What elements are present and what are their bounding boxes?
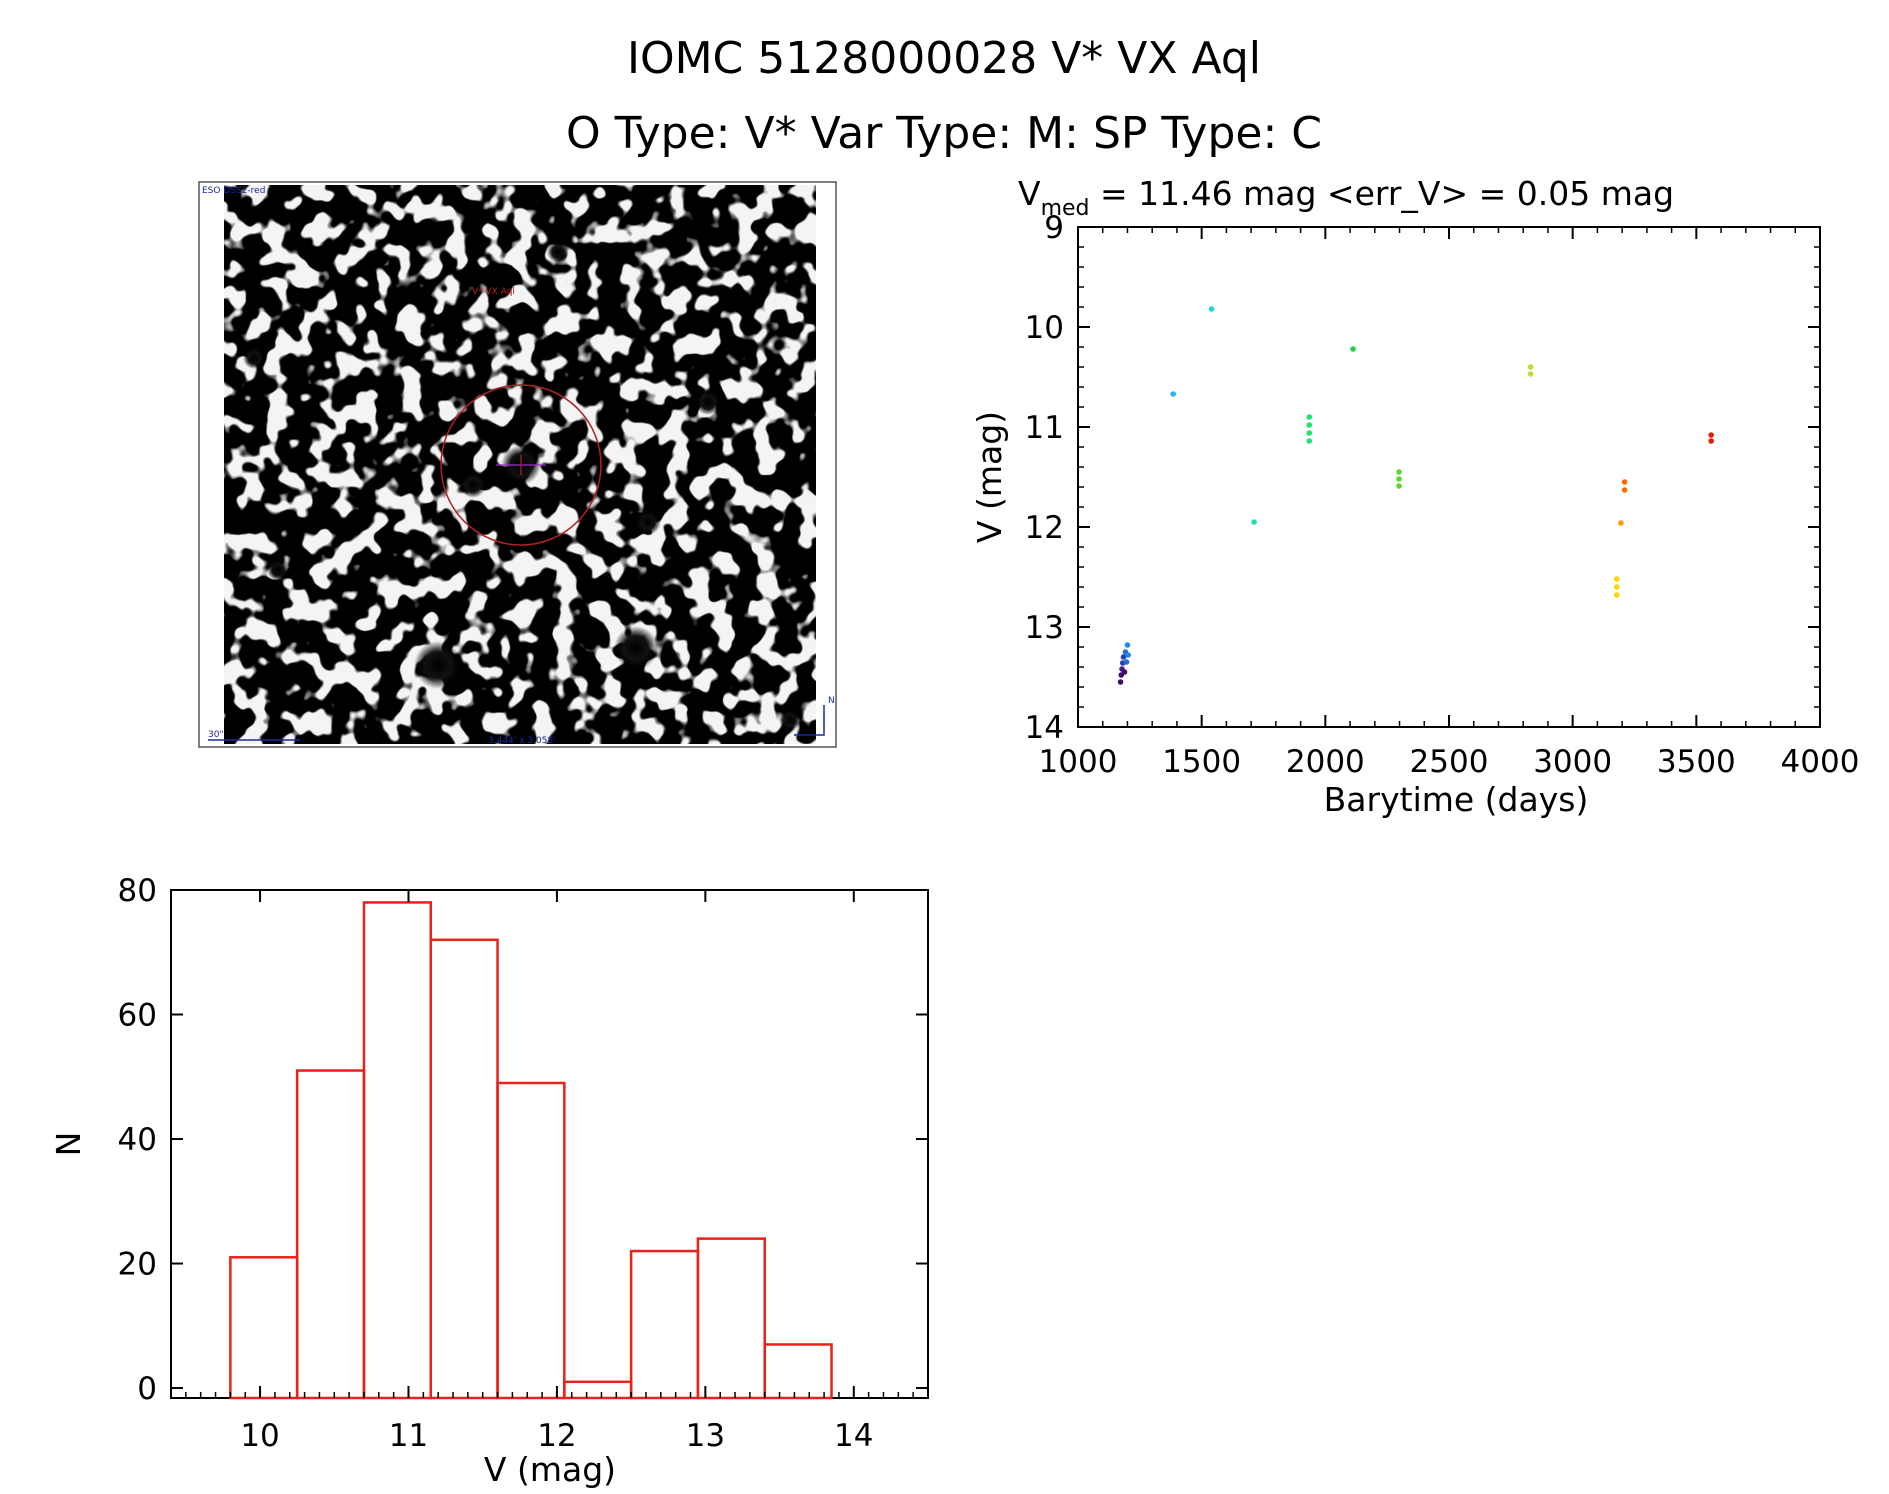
- lightcurve-title-subscript: med: [1041, 196, 1090, 221]
- histogram-bar: [629, 1249, 700, 1400]
- survey-label: ESO DSS2-red: [202, 186, 265, 196]
- fov-label: 3.444' x 3.058': [488, 736, 556, 746]
- lightcurve-point: [1306, 430, 1313, 436]
- lightcurve-title: Vmed = 11.46 mag <err_V> = 0.05 mag: [1018, 174, 1674, 221]
- lightcurve-point: [1618, 520, 1624, 526]
- bright-star: [635, 509, 661, 535]
- lightcurve-point: [1621, 479, 1628, 485]
- y-tick-label: 14: [1025, 710, 1064, 746]
- header-title-line1: IOMC 5128000028 V* VX Aql: [627, 33, 1261, 84]
- scale-label: 30": [208, 730, 224, 740]
- lightcurve-point: [1396, 469, 1402, 475]
- bright-star: [547, 241, 569, 263]
- compass-arrows: [794, 705, 825, 736]
- histogram-ticks: 10 11 12 13 14 0 20 40 60 80: [118, 873, 928, 1454]
- histogram-x-label: V (mag): [484, 1450, 616, 1489]
- bright-star: [614, 626, 658, 670]
- x-tick-label: 13: [686, 1418, 725, 1454]
- x-tick-label: 3500: [1657, 744, 1736, 780]
- x-tick-label: 2000: [1286, 744, 1365, 780]
- lightcurve-point: [1708, 432, 1714, 438]
- header-title-line2: O Type: V* Var Type: M: SP Type: C: [566, 108, 1322, 159]
- lightcurve-title-prefix: V: [1018, 174, 1041, 213]
- histogram-bar: [362, 901, 433, 1400]
- lightcurve-points: [1117, 306, 1714, 685]
- histogram-y-label: N: [49, 1132, 88, 1157]
- histogram-bar: [429, 938, 499, 1400]
- bright-star: [267, 559, 289, 581]
- lightcurve-point: [1613, 576, 1620, 582]
- lightcurve-point: [1170, 391, 1177, 397]
- y-tick-label: 80: [118, 873, 157, 909]
- lightcurve-point: [1396, 483, 1402, 489]
- histogram-chart: 10 11 12 13 14 0 20 40 60 80 V (mag) N: [49, 873, 929, 1489]
- lightcurve-point: [1306, 422, 1313, 428]
- lightcurve-ticks: 1000 1500 2000 2500 3000 3500 4000 9 10 11 12 13 14: [1025, 210, 1860, 780]
- target-aperture-circle: [440, 384, 602, 546]
- lightcurve-point: [1527, 364, 1534, 370]
- histogram-bars: [229, 901, 833, 1400]
- lightcurve-point: [1121, 669, 1128, 675]
- x-tick-label: 10: [240, 1418, 279, 1454]
- lightcurve-point: [1708, 438, 1714, 444]
- lightcurve-point: [1125, 652, 1132, 658]
- lightcurve-point: [1117, 679, 1124, 685]
- lightcurve-point: [1527, 371, 1534, 377]
- lightcurve-point: [1396, 476, 1402, 482]
- x-tick-label: 11: [389, 1418, 428, 1454]
- bright-star: [779, 709, 801, 731]
- y-tick-label: 60: [118, 998, 157, 1034]
- x-tick-label: 3000: [1533, 744, 1612, 780]
- lightcurve-point: [1306, 438, 1313, 444]
- bright-star: [460, 472, 486, 498]
- target-label: V* VX Aql: [472, 287, 515, 297]
- x-tick-label: 1000: [1039, 744, 1118, 780]
- north-label: N: [828, 696, 835, 706]
- histogram-bar: [763, 1343, 833, 1400]
- histogram-bar: [496, 1081, 566, 1400]
- x-tick-label: 4000: [1781, 744, 1860, 780]
- y-tick-label: 13: [1025, 610, 1064, 646]
- histogram-bar: [696, 1237, 766, 1400]
- x-tick-label: 1500: [1162, 744, 1241, 780]
- y-tick-label: 20: [118, 1247, 157, 1283]
- lightcurve-point: [1123, 659, 1130, 665]
- y-tick-label: 12: [1025, 510, 1064, 546]
- bright-star: [243, 347, 265, 369]
- lightcurve-point: [1350, 346, 1356, 352]
- x-tick-label: 2500: [1410, 744, 1489, 780]
- lightcurve-y-label: V (mag): [970, 411, 1009, 543]
- lightcurve-point: [1124, 642, 1131, 648]
- histogram-bar: [295, 1069, 366, 1400]
- finder-chart: ESO DSS2-red V* VX Aql 30" 3.444' x 3.05…: [198, 181, 837, 748]
- y-tick-label: 10: [1025, 310, 1064, 346]
- lightcurve-point: [1251, 519, 1257, 525]
- x-tick-label: 14: [834, 1418, 873, 1454]
- finder-bright-stars: [243, 241, 801, 731]
- lightcurve-x-label: Barytime (days): [1324, 780, 1589, 819]
- x-tick-label: 12: [537, 1418, 576, 1454]
- lightcurve-point: [1120, 654, 1127, 660]
- lightcurve-point: [1613, 592, 1620, 598]
- histogram-plot-frame: [170, 889, 929, 1399]
- lightcurve-point: [1208, 306, 1215, 312]
- lightcurve-point: [1621, 487, 1628, 493]
- bright-star: [414, 641, 462, 689]
- y-tick-label: 9: [1044, 210, 1064, 246]
- lightcurve-plot-frame: [1077, 226, 1821, 728]
- bright-star: [695, 389, 721, 415]
- histogram-bar: [229, 1256, 299, 1400]
- y-tick-label: 11: [1025, 410, 1064, 446]
- histogram-bar: [563, 1380, 633, 1400]
- y-tick-label: 0: [137, 1371, 157, 1407]
- lightcurve-chart: Vmed = 11.46 mag <err_V> = 0.05 mag 1000…: [970, 174, 1859, 819]
- y-tick-label: 40: [118, 1122, 157, 1158]
- lightcurve-point: [1306, 414, 1313, 420]
- lightcurve-title-rest: = 11.46 mag <err_V> = 0.05 mag: [1090, 174, 1675, 213]
- lightcurve-point: [1613, 584, 1620, 590]
